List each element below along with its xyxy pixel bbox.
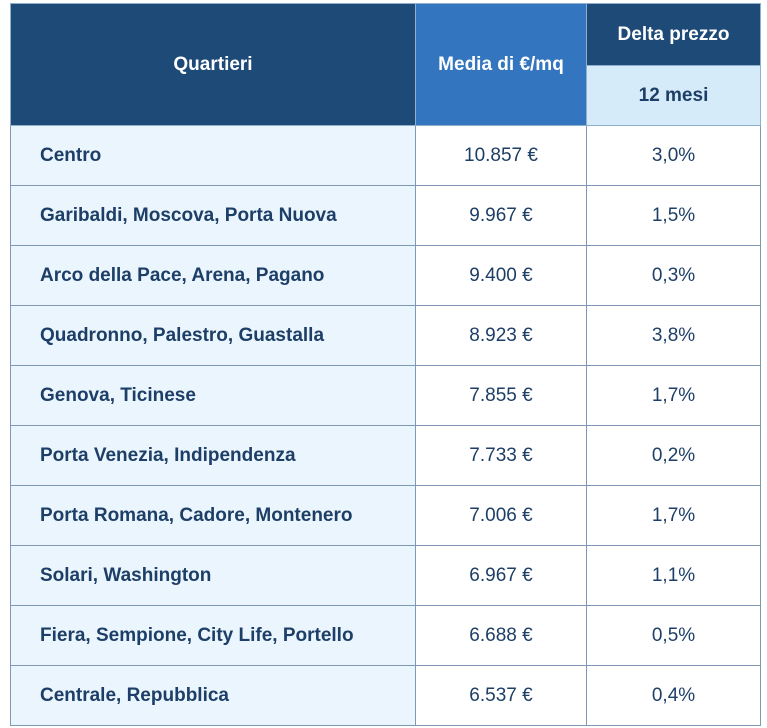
cell-media: 9.967 € [415, 185, 587, 246]
cell-quartiere: Garibaldi, Moscova, Porta Nuova [10, 185, 416, 246]
table-row: Porta Romana, Cadore, Montenero 7.006 € … [10, 485, 761, 546]
cell-delta: 3,8% [586, 305, 761, 366]
cell-quartiere: Quadronno, Palestro, Guastalla [10, 305, 416, 366]
header-subrow: 12 mesi [11, 65, 761, 126]
cell-quartiere: Centrale, Repubblica [10, 665, 416, 726]
cell-media: 9.400 € [415, 245, 587, 306]
table-row: Porta Venezia, Indipendenza 7.733 € 0,2% [10, 425, 761, 486]
table-row: Quadronno, Palestro, Guastalla 8.923 € 3… [10, 305, 761, 366]
cell-media: 6.688 € [415, 605, 587, 666]
cell-delta: 3,0% [586, 125, 761, 186]
header-period: 12 mesi [586, 65, 761, 126]
cell-quartiere: Genova, Ticinese [10, 365, 416, 426]
cell-quartiere: Porta Venezia, Indipendenza [10, 425, 416, 486]
cell-delta: 1,1% [586, 545, 761, 606]
table-row: Garibaldi, Moscova, Porta Nuova 9.967 € … [10, 185, 761, 246]
cell-quartiere: Fiera, Sempione, City Life, Portello [10, 605, 416, 666]
table-body: Centro 10.857 € 3,0% Garibaldi, Moscova,… [10, 125, 761, 726]
cell-quartiere: Solari, Washington [10, 545, 416, 606]
cell-delta: 0,4% [586, 665, 761, 726]
cell-media: 8.923 € [415, 305, 587, 366]
table-row: Centro 10.857 € 3,0% [10, 125, 761, 186]
cell-delta: 1,7% [586, 365, 761, 426]
cell-media: 7.006 € [415, 485, 587, 546]
table-row: Fiera, Sempione, City Life, Portello 6.6… [10, 605, 761, 666]
cell-delta: 0,5% [586, 605, 761, 666]
table-row: Genova, Ticinese 7.855 € 1,7% [10, 365, 761, 426]
cell-media: 7.855 € [415, 365, 587, 426]
header-media-prezzo: Media di €/mq [415, 3, 587, 126]
header-delta-prezzo: Delta prezzo [586, 3, 761, 66]
cell-quartiere: Porta Romana, Cadore, Montenero [10, 485, 416, 546]
cell-media: 7.733 € [415, 425, 587, 486]
cell-quartiere: Arco della Pace, Arena, Pagano [10, 245, 416, 306]
cell-delta: 0,3% [586, 245, 761, 306]
cell-quartiere: Centro [10, 125, 416, 186]
cell-delta: 0,2% [586, 425, 761, 486]
cell-delta: 1,5% [586, 185, 761, 246]
cell-media: 6.967 € [415, 545, 587, 606]
table-row: Arco della Pace, Arena, Pagano 9.400 € 0… [10, 245, 761, 306]
header-quartieri: Quartieri [10, 3, 416, 126]
table-header: Quartieri Media di €/mq Delta prezzo 12 … [10, 3, 761, 126]
table-row: Centrale, Repubblica 6.537 € 0,4% [10, 665, 761, 726]
cell-media: 10.857 € [415, 125, 587, 186]
table-row: Solari, Washington 6.967 € 1,1% [10, 545, 761, 606]
cell-delta: 1,7% [586, 485, 761, 546]
cell-media: 6.537 € [415, 665, 587, 726]
header-row: Quartieri Media di €/mq Delta prezzo [10, 3, 761, 126]
price-table: Quartieri Media di €/mq Delta prezzo 12 … [10, 3, 761, 726]
